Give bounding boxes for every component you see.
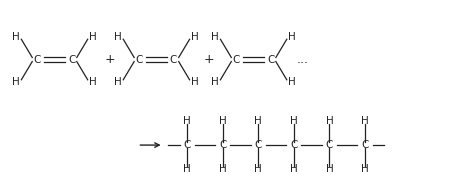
Text: H: H <box>326 164 333 174</box>
Text: C: C <box>326 140 333 150</box>
Text: C: C <box>68 54 75 65</box>
Text: C: C <box>34 54 41 65</box>
Text: +: + <box>203 53 214 66</box>
Text: H: H <box>290 164 298 174</box>
Text: C: C <box>267 54 274 65</box>
Text: H: H <box>12 77 20 87</box>
Text: C: C <box>183 140 191 150</box>
Text: H: H <box>114 77 122 87</box>
Text: H: H <box>183 164 191 174</box>
Text: H: H <box>288 32 296 42</box>
Text: H: H <box>219 164 227 174</box>
Text: H: H <box>219 116 227 126</box>
Text: H: H <box>89 32 97 42</box>
Text: C: C <box>170 54 177 65</box>
Text: H: H <box>183 116 191 126</box>
Text: H: H <box>89 77 97 87</box>
Text: C: C <box>290 140 298 150</box>
Text: H: H <box>211 77 219 87</box>
Text: H: H <box>114 32 122 42</box>
Text: H: H <box>361 116 369 126</box>
Text: H: H <box>288 77 296 87</box>
Text: H: H <box>290 116 298 126</box>
Text: C: C <box>136 54 143 65</box>
Text: C: C <box>219 140 227 150</box>
Text: H: H <box>326 116 333 126</box>
Text: +: + <box>105 53 115 66</box>
Text: H: H <box>191 32 199 42</box>
Text: H: H <box>255 164 262 174</box>
Text: ...: ... <box>296 53 309 66</box>
Text: C: C <box>233 54 240 65</box>
Text: H: H <box>191 77 199 87</box>
Text: C: C <box>361 140 369 150</box>
Text: H: H <box>361 164 369 174</box>
Text: C: C <box>255 140 262 150</box>
Text: H: H <box>12 32 20 42</box>
Text: H: H <box>211 32 219 42</box>
Text: H: H <box>255 116 262 126</box>
